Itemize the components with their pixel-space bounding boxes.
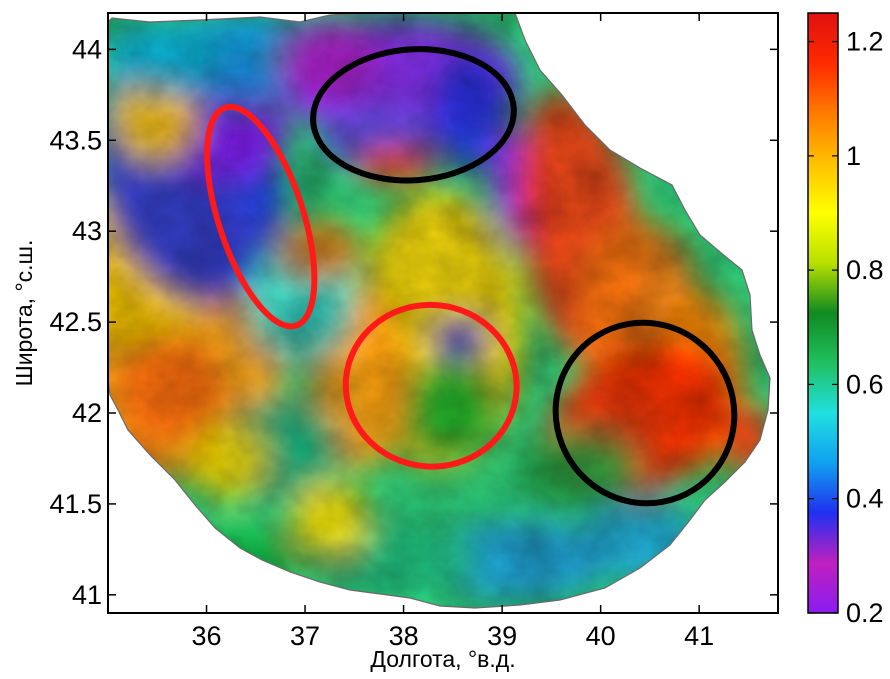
colorbar-tick-label: 1 [846, 141, 861, 171]
x-tick-label: 40 [586, 621, 616, 651]
colorbar-gradient [808, 13, 838, 613]
x-tick-label: 39 [487, 621, 517, 651]
coastline [108, 13, 771, 609]
x-axis-title: Долгота, °в.д. [370, 646, 515, 672]
y-tick-label: 41 [72, 580, 102, 610]
black-ellipse-3 [310, 46, 517, 184]
y-tick-label: 43 [72, 216, 102, 246]
colorbar-tick-label: 0.2 [846, 598, 884, 628]
y-axis-title: Широта, °с.ш. [11, 240, 37, 387]
colorbar-tick-label: 1.2 [846, 27, 884, 57]
colorbar: 0.2 0.4 0.6 0.8 1 1.2 [807, 12, 884, 628]
highlight-ellipses [204, 46, 738, 507]
x-axis: 36 37 38 39 40 41 [192, 13, 714, 651]
map-plot-area [107, 12, 779, 614]
colorbar-tick-label: 0.8 [846, 255, 884, 285]
y-tick-label: 44 [72, 34, 102, 64]
x-tick-label: 38 [389, 621, 419, 651]
red-ellipse-2 [342, 301, 520, 470]
y-tick-label: 41.5 [49, 489, 102, 519]
x-tick-label: 41 [684, 621, 714, 651]
colorbar-tick-label: 0.4 [846, 484, 884, 514]
black-ellipse-4 [552, 319, 738, 507]
y-tick-label: 42.5 [49, 307, 102, 337]
colorbar-tick-label: 0.6 [846, 369, 884, 399]
y-tick-label: 43.5 [49, 125, 102, 155]
x-tick-label: 36 [192, 621, 222, 651]
red-ellipse-1 [204, 103, 318, 330]
y-axis: 41 41.5 42 42.5 43 43.5 44 [49, 34, 778, 610]
plot-frame [107, 12, 779, 614]
x-tick-label: 37 [290, 621, 320, 651]
y-tick-label: 42 [72, 398, 102, 428]
colorbar-frame [807, 12, 839, 614]
colorbar-ticks: 0.2 0.4 0.6 0.8 1 1.2 [808, 27, 884, 628]
